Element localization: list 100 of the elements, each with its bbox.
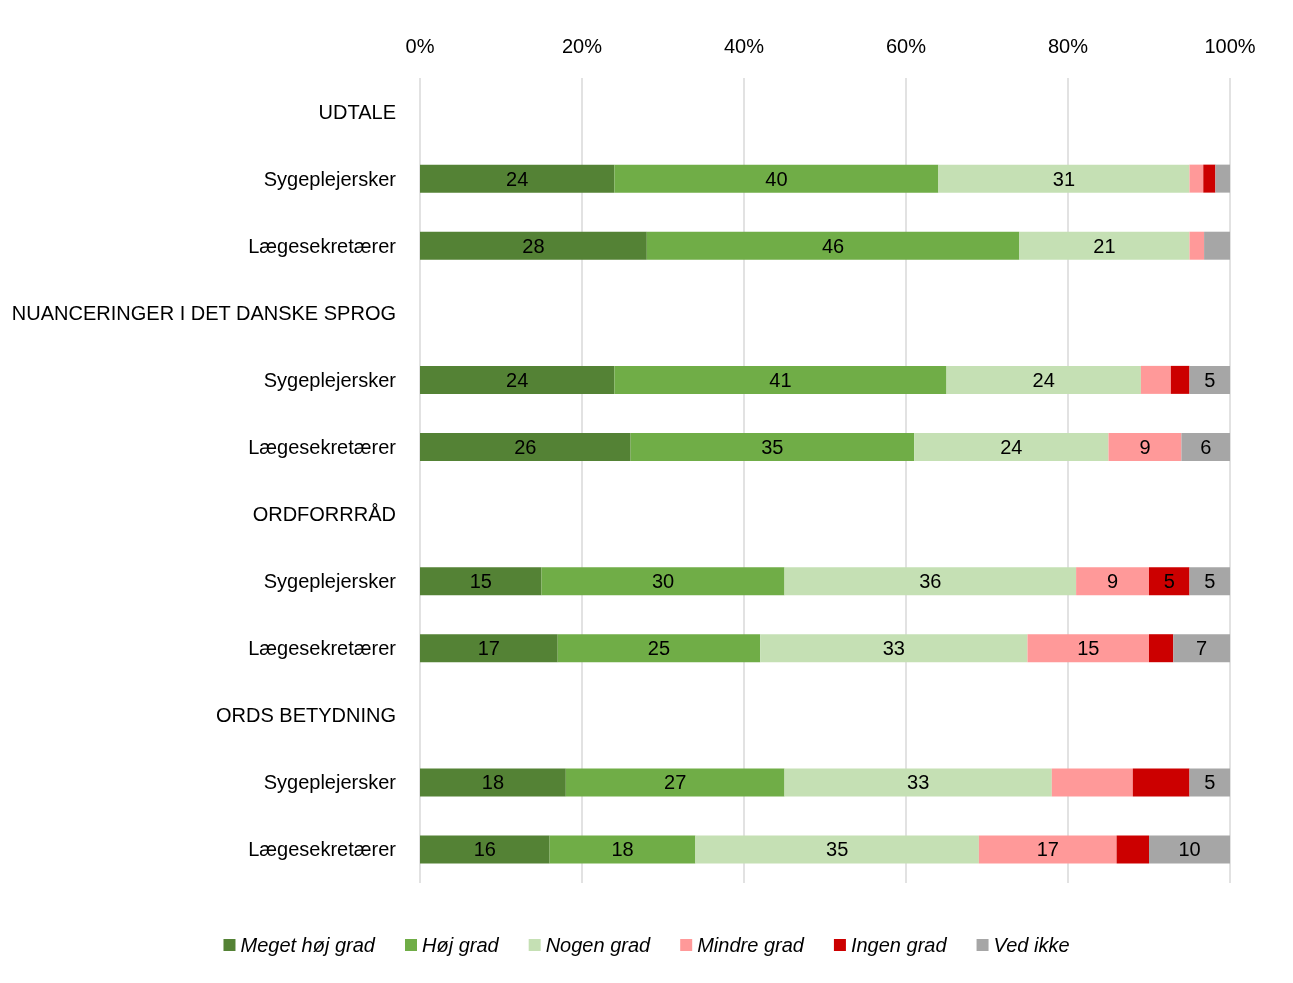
data-label: 24: [1032, 368, 1055, 391]
y-tick-label: Sygeplejersker: [263, 570, 397, 593]
bar: [420, 835, 550, 864]
data-label: 33: [882, 637, 905, 660]
bar: [1170, 365, 1190, 394]
data-label: 25: [647, 637, 671, 660]
x-tick-label: 20%: [561, 35, 603, 57]
y-tick-label: Lægesekretærer: [248, 637, 397, 660]
data-label: 33: [907, 771, 930, 794]
data-label: 18: [481, 771, 505, 794]
data-label: 17: [1036, 838, 1059, 861]
bar: [1116, 835, 1149, 864]
data-label: 28: [522, 234, 545, 257]
data-label: 9: [1106, 570, 1119, 593]
bar: [760, 634, 1028, 663]
bar: [1149, 634, 1174, 663]
data-label: 21: [1093, 234, 1116, 257]
x-tick-label: 60%: [885, 35, 927, 57]
bar: [1181, 432, 1230, 461]
data-label: 36: [919, 570, 942, 593]
data-label: 9: [1139, 435, 1151, 458]
bar: [914, 432, 1109, 461]
bar: [1173, 634, 1230, 663]
data-label: 35: [761, 435, 784, 458]
data-label: 5: [1204, 771, 1216, 794]
bar: [1027, 634, 1149, 663]
bar: [1019, 231, 1190, 260]
bar: [695, 835, 979, 864]
legend-label: Ved ikke: [993, 934, 1070, 956]
data-label: 15: [469, 570, 492, 593]
bar: [549, 835, 696, 864]
bar: [420, 634, 558, 663]
y-tick-label: Sygeplejersker: [263, 167, 397, 190]
data-label: 24: [1000, 435, 1023, 458]
bar: [420, 365, 615, 394]
bar: [420, 567, 542, 596]
legend-label: Høj grad: [421, 934, 500, 956]
data-label: 35: [826, 838, 849, 861]
bar: [1189, 231, 1205, 260]
legend-label: Nogen grad: [545, 934, 652, 956]
bar: [946, 365, 1141, 394]
y-tick-label: Sygeplejersker: [263, 771, 397, 794]
x-tick-label: 80%: [1047, 35, 1089, 57]
data-label: 40: [765, 167, 788, 190]
y-tick-label: ORDS BETYDNING: [215, 704, 396, 727]
data-label: 27: [664, 771, 687, 794]
data-label: 41: [769, 368, 792, 391]
data-label: 17: [477, 637, 500, 660]
y-tick-label: Lægesekretærer: [248, 234, 397, 257]
data-label: 24: [506, 167, 529, 190]
data-label: 31: [1052, 167, 1076, 190]
bar: [1140, 365, 1171, 394]
bar: [1051, 768, 1133, 797]
bar: [1149, 835, 1230, 864]
data-label: 7: [1196, 637, 1208, 660]
data-label: 5: [1204, 368, 1216, 391]
legend-label: Mindre grad: [697, 934, 805, 956]
x-tick-label: 100%: [1204, 35, 1256, 57]
data-label: 26: [514, 435, 537, 458]
bar: [557, 634, 761, 663]
bar: [614, 164, 939, 193]
bar: [1204, 231, 1230, 260]
data-label: 24: [506, 368, 529, 391]
bar: [1215, 164, 1230, 193]
bar: [784, 567, 1077, 596]
data-label: 30: [651, 570, 675, 593]
x-tick-label: 0%: [405, 35, 435, 57]
data-label: 15: [1077, 637, 1100, 660]
bar: [1108, 432, 1182, 461]
bar: [1203, 164, 1216, 193]
bar: [1076, 567, 1149, 596]
bar: [420, 432, 631, 461]
data-label: 46: [821, 234, 845, 257]
y-tick-label: ORDFORRRÅD: [252, 503, 396, 526]
bar: [630, 432, 915, 461]
data-label: 16: [473, 838, 496, 861]
data-label: 6: [1200, 435, 1212, 458]
y-tick-label: UDTALE: [318, 100, 396, 123]
legend-label: Ingen grad: [850, 934, 948, 956]
bar: [565, 768, 785, 797]
y-tick-label: Lægesekretærer: [248, 838, 397, 861]
bar: [420, 164, 615, 193]
legend-label: Meget høj grad: [240, 934, 376, 956]
y-tick-label: NUANCERINGER I DET DANSKE SPROG: [11, 301, 396, 324]
data-label: 18: [611, 838, 634, 861]
bar: [1189, 365, 1230, 394]
data-label: 5: [1204, 570, 1216, 593]
bar: [1189, 164, 1204, 193]
bar: [784, 768, 1052, 797]
data-label: 10: [1178, 838, 1201, 861]
bar: [1132, 768, 1190, 797]
bar: [646, 231, 1020, 260]
bar: [614, 365, 947, 394]
bar: [938, 164, 1190, 193]
bar: [420, 768, 566, 797]
y-tick-label: Lægesekretærer: [248, 435, 397, 458]
bar: [978, 835, 1117, 864]
bar: [1149, 567, 1190, 596]
bar: [1189, 768, 1230, 797]
bar: [1189, 567, 1230, 596]
